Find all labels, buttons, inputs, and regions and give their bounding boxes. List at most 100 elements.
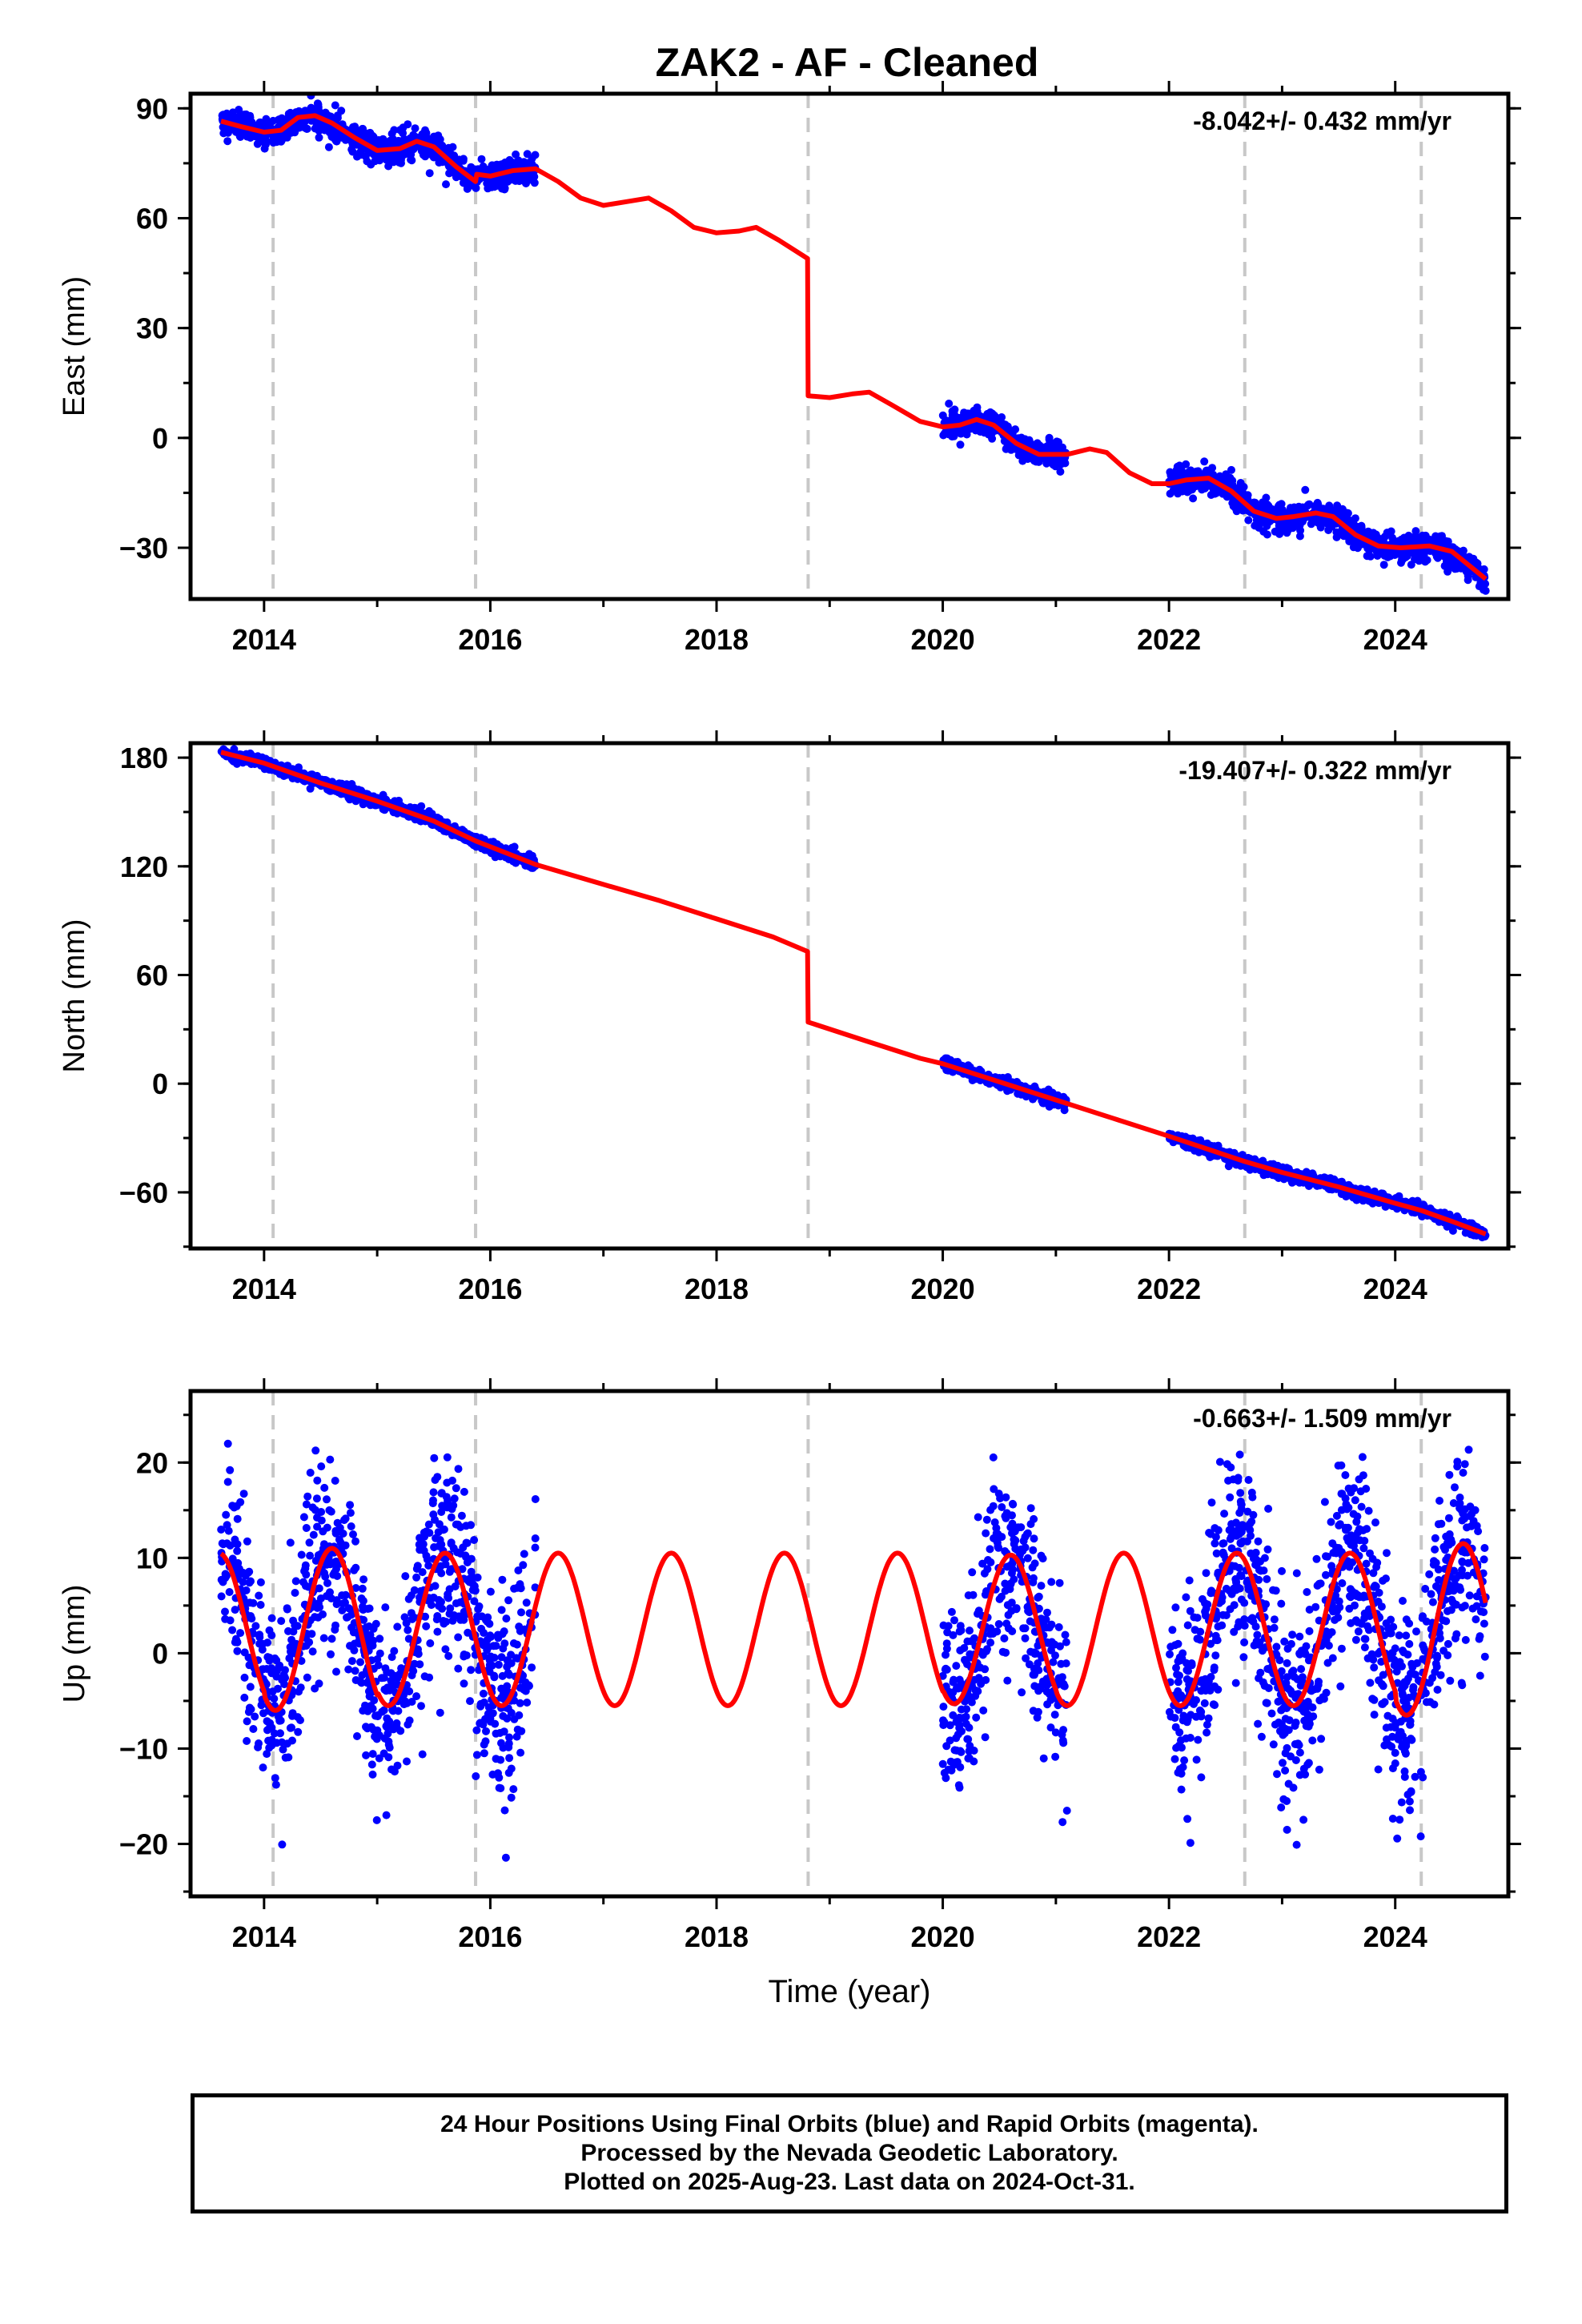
data-point [441, 1645, 450, 1654]
data-point [1287, 519, 1295, 528]
data-point [453, 171, 462, 180]
data-point [314, 103, 323, 111]
data-point [1223, 493, 1231, 501]
data-point [425, 169, 434, 178]
data-point [1440, 561, 1449, 570]
x-tick-label: 2022 [1137, 1273, 1201, 1305]
panel-north: 2014 2016 2018 2020 2022 2024−60060120180Nort… [58, 730, 1521, 1305]
data-point [217, 1526, 226, 1534]
data-point [479, 1689, 488, 1698]
axes-frame [188, 91, 1511, 601]
data-point [1354, 1195, 1363, 1204]
data-point [984, 430, 993, 439]
data-point [1377, 1189, 1386, 1198]
data-point [945, 400, 954, 408]
data-point [288, 1736, 296, 1745]
data-point [327, 1634, 336, 1643]
data-point [1421, 531, 1430, 540]
y-tick-label: 60 [136, 959, 168, 991]
data-point [436, 1708, 444, 1717]
data-point [508, 843, 516, 852]
x-tick-label: 2016 [458, 623, 522, 656]
x-tick-label: 2014 [232, 623, 296, 656]
data-point [467, 1666, 476, 1675]
data-point [429, 132, 438, 141]
data-point [240, 1693, 249, 1702]
data-point [269, 139, 278, 147]
data-point [502, 1614, 511, 1623]
data-point [1254, 518, 1263, 527]
data-point [256, 1601, 265, 1609]
x-tick-label: 2018 [685, 1273, 749, 1305]
figure-title: ZAK2 - AF - Cleaned [656, 40, 1039, 85]
data-point [1363, 552, 1371, 561]
data-point [1387, 527, 1395, 536]
data-point [228, 108, 237, 117]
data-point [299, 1513, 308, 1522]
data-point [418, 1568, 427, 1577]
data-point [1236, 479, 1245, 487]
data-point [1448, 1226, 1457, 1235]
y-tick-label: 30 [136, 312, 168, 345]
data-point [1233, 501, 1242, 509]
data-point [358, 1584, 367, 1593]
data-point [464, 1628, 472, 1637]
data-point [347, 780, 356, 788]
data-point [418, 130, 427, 139]
y-tick-label: 90 [136, 92, 168, 125]
data-point [246, 113, 255, 122]
data-point [494, 1660, 503, 1669]
data-point [230, 745, 239, 754]
y-tick-label: −30 [119, 532, 168, 565]
data-point [1295, 532, 1304, 541]
x-tick-label: 2016 [458, 1273, 522, 1305]
data-point [351, 1584, 360, 1592]
data-point [306, 784, 315, 793]
data-point [1461, 1228, 1470, 1237]
data-point [217, 1592, 226, 1601]
x-tick-label: 2014 [232, 1273, 296, 1305]
data-point [1262, 493, 1271, 502]
data-points [218, 94, 1490, 595]
data-point [459, 155, 468, 163]
data-point [359, 1575, 368, 1584]
data-point [1343, 509, 1352, 517]
data-point [1333, 501, 1342, 510]
data-point [394, 1707, 403, 1715]
plot-area [217, 1391, 1490, 1896]
data-point [351, 1667, 359, 1675]
data-point [500, 184, 509, 192]
data-point [1166, 489, 1174, 498]
data-point [240, 1673, 249, 1682]
data-point [390, 126, 399, 135]
data-point [347, 1522, 355, 1530]
data-point [323, 1578, 331, 1587]
data-point [349, 1530, 357, 1538]
data-point [427, 147, 436, 156]
data-point [500, 1639, 509, 1648]
data-point [1350, 541, 1359, 550]
data-point [223, 137, 232, 146]
rate-label: -8.042+/- 0.432 mm/yr [1193, 107, 1452, 135]
data-point [1014, 1089, 1022, 1098]
data-point [402, 135, 411, 144]
data-point [444, 1651, 453, 1660]
data-point [948, 427, 957, 436]
data-point [308, 1647, 317, 1656]
data-point [347, 1657, 356, 1666]
data-point [531, 151, 540, 159]
data-point [383, 155, 391, 164]
data-point [1287, 1176, 1296, 1185]
data-point [1200, 457, 1209, 466]
data-point [443, 1453, 452, 1462]
data-point [288, 1709, 297, 1718]
data-point [498, 1575, 507, 1584]
data-point [1464, 569, 1473, 578]
data-point [296, 1683, 305, 1692]
data-point [344, 1665, 353, 1674]
x-tick-label: 2022 [1137, 623, 1201, 656]
data-point [1420, 556, 1429, 565]
data-point [472, 1726, 481, 1735]
